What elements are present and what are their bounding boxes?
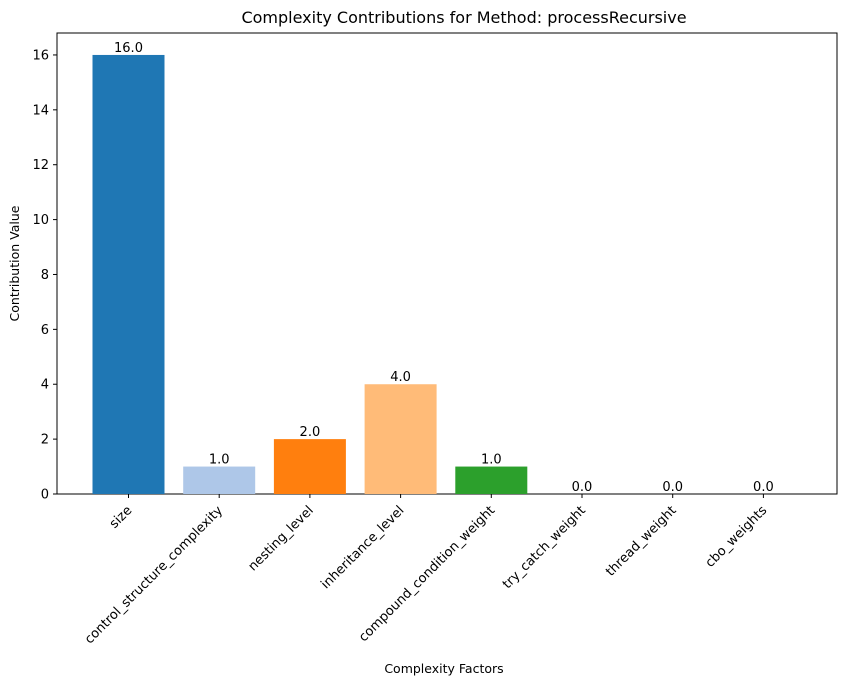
bar-value-label: 0.0 [572, 480, 593, 495]
y-tick-label: 2 [41, 433, 49, 448]
x-tick-label: try_catch_weight [500, 503, 589, 592]
x-tick-label: nesting_level [246, 503, 317, 574]
y-axis: 0 2 4 6 8 10 12 14 16 [32, 48, 57, 503]
x-tick-label: thread_weight [603, 503, 679, 579]
bar-value-label: 0.0 [753, 480, 774, 495]
y-tick-label: 0 [41, 488, 49, 503]
bar [183, 466, 256, 494]
y-axis-label: Contribution Value [7, 205, 22, 321]
x-axis-label: Complexity Factors [384, 661, 503, 676]
y-tick-label: 4 [41, 378, 49, 393]
bar-value-labels: 16.0 1.0 2.0 4.0 1.0 0.0 0.0 0.0 [114, 41, 774, 495]
y-tick-label: 10 [32, 213, 49, 228]
x-tick-label: inheritance_level [318, 503, 407, 592]
x-tick-label: size [107, 503, 135, 531]
y-tick-label: 14 [32, 103, 49, 118]
bars-group [92, 54, 528, 494]
bar-value-label: 1.0 [209, 453, 230, 468]
chart-title: Complexity Contributions for Method: pro… [241, 8, 686, 27]
x-tick-label: control_structure_complexity [82, 503, 226, 647]
bar [364, 384, 437, 494]
y-tick-label: 6 [41, 323, 49, 338]
y-tick-label: 16 [32, 48, 49, 63]
bar-value-label: 0.0 [662, 480, 683, 495]
bar-value-label: 16.0 [114, 41, 143, 56]
y-tick-label: 8 [41, 268, 49, 283]
plot-frame [56, 32, 838, 495]
bar [273, 439, 346, 494]
bar [92, 54, 165, 494]
bar [455, 466, 528, 494]
bar-value-label: 1.0 [481, 453, 502, 468]
y-tick-label: 12 [32, 158, 49, 173]
bar-value-label: 4.0 [390, 370, 411, 385]
bar-value-label: 2.0 [300, 425, 321, 440]
x-tick-label: cbo_weights [703, 503, 771, 571]
